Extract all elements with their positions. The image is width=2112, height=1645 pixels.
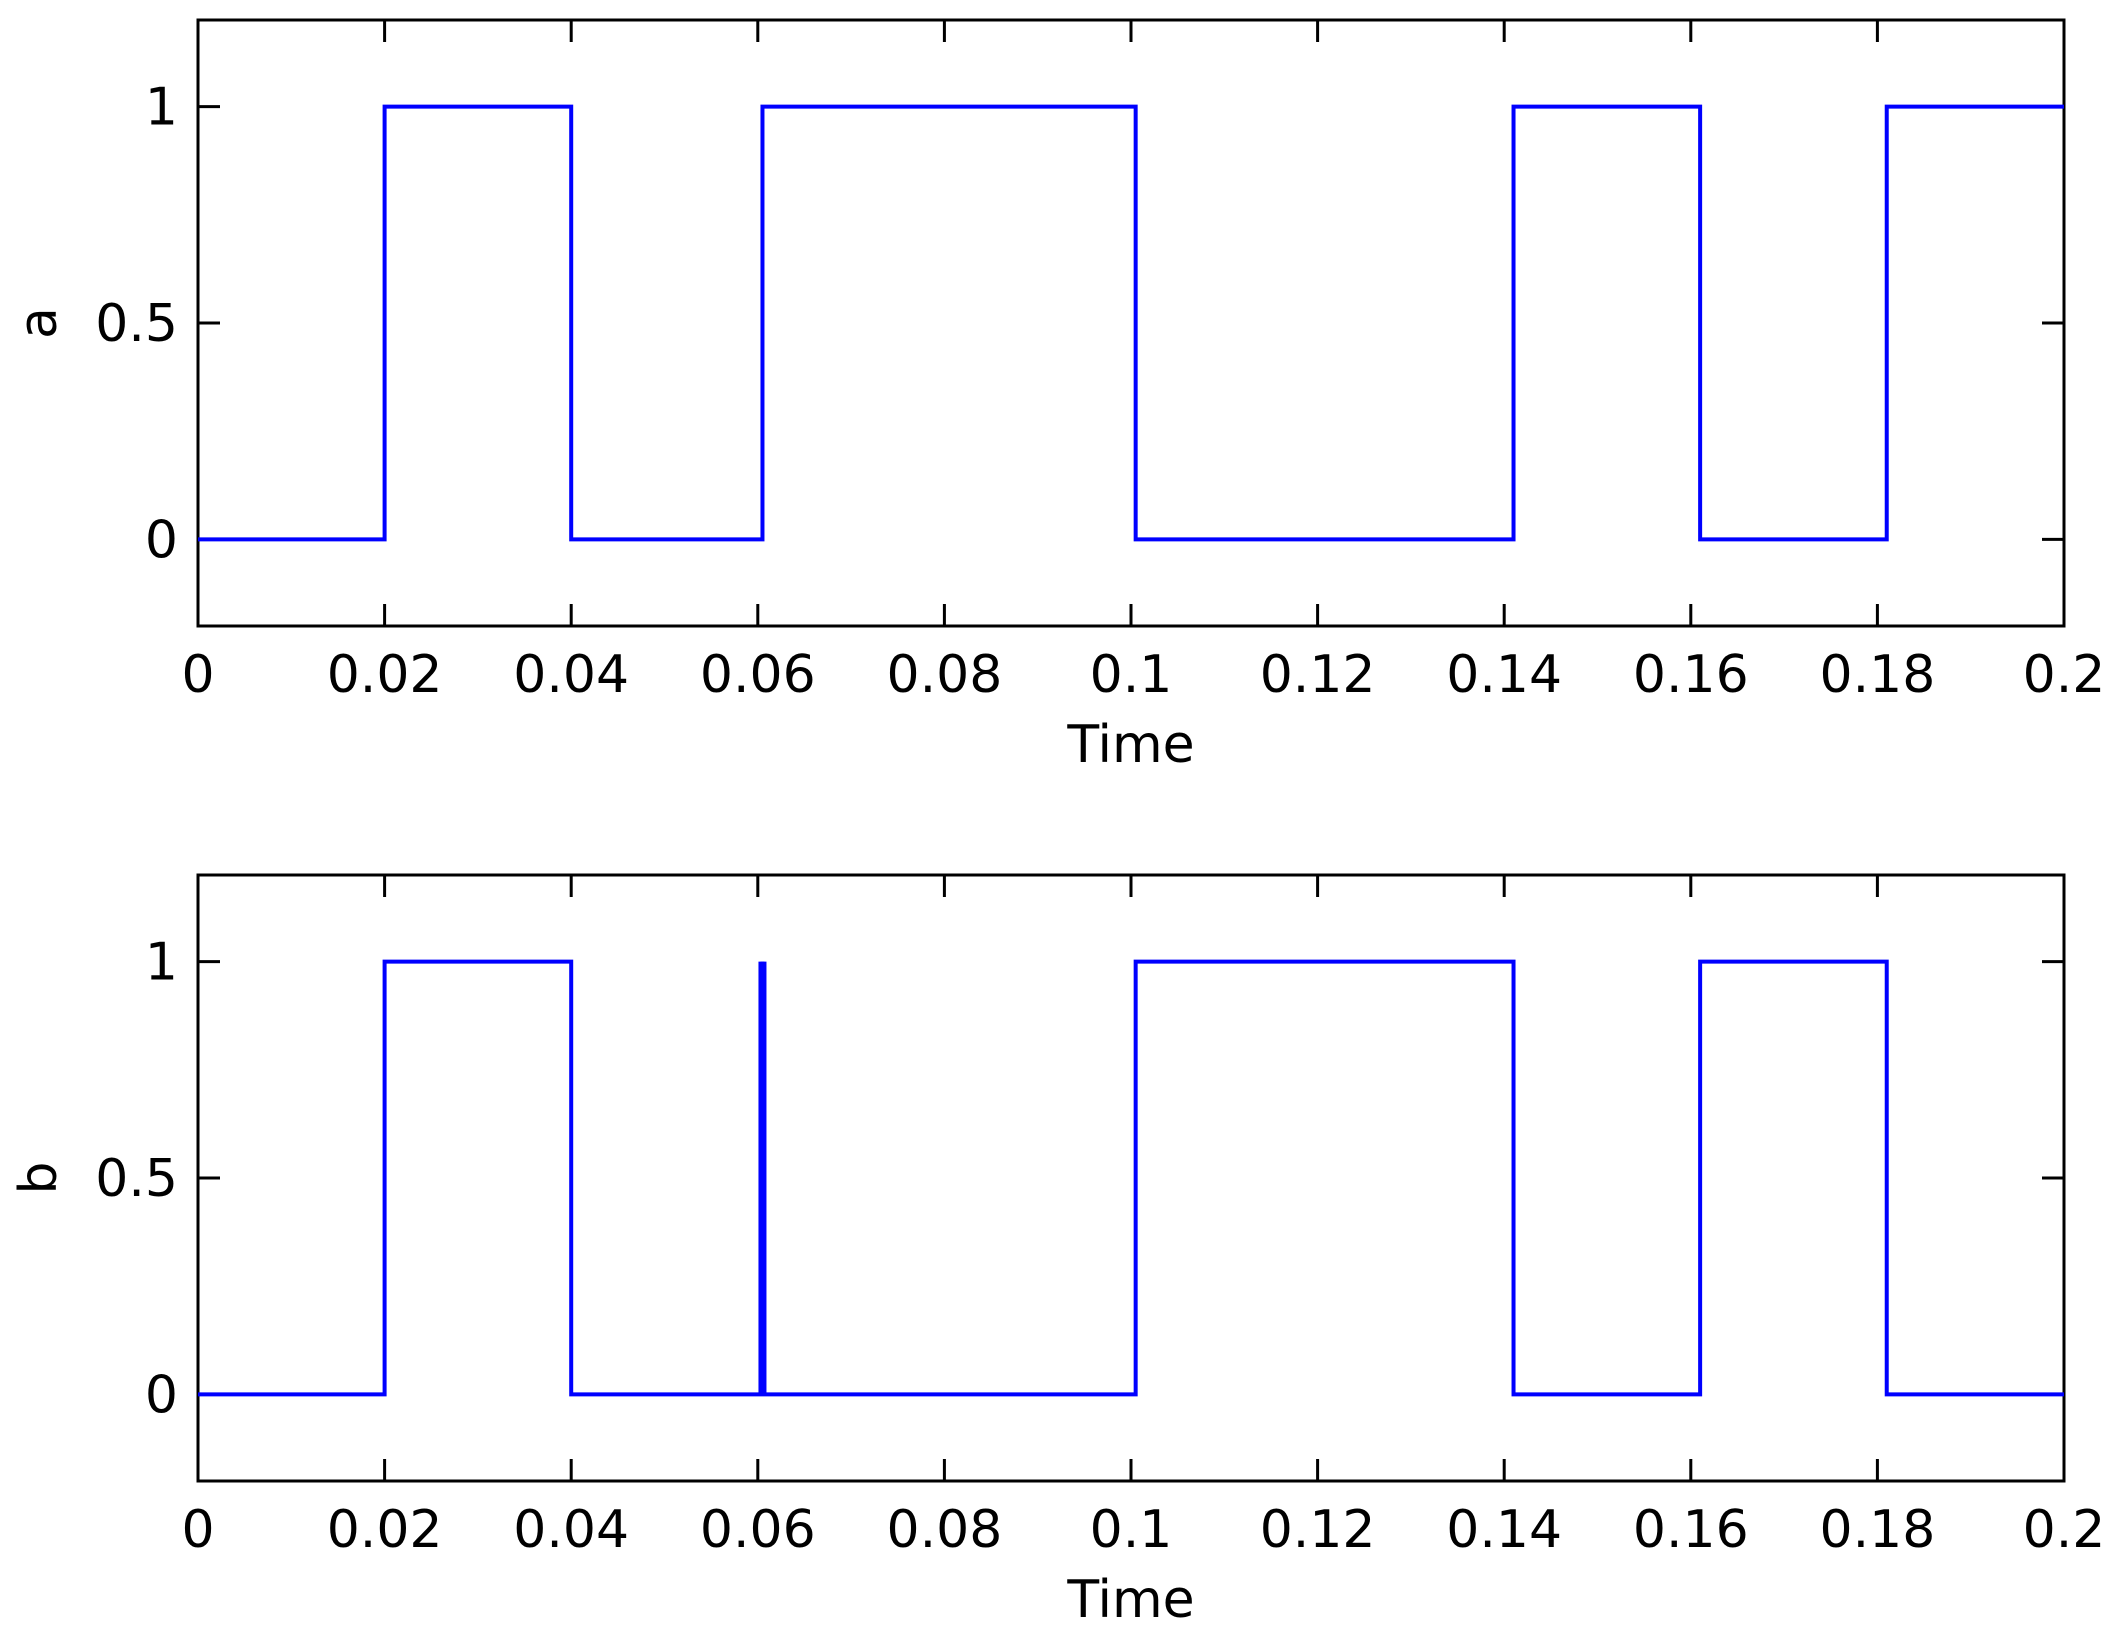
subplot-a: Time a 0 0.02 0.04 0.06 0.08 0.1 0.12 0.14 0.16 0… xyxy=(9,18,2106,775)
subplot-b-series-line xyxy=(198,959,2064,1397)
subplot-b-xtick-label: 0 xyxy=(181,1500,214,1560)
subplot-a-xtick-label: 0.04 xyxy=(513,645,629,705)
subplot-a-ytick-label: 0.5 xyxy=(95,294,178,354)
subplot-a-xtick-label: 0.16 xyxy=(1633,645,1749,705)
subplot-b-ylabel: b xyxy=(9,1161,69,1194)
subplot-a-ytick-label: 0 xyxy=(145,510,178,570)
subplot-b-xlabel: Time xyxy=(1066,1570,1194,1630)
subplot-a-xtick-label: 0.18 xyxy=(1820,645,1936,705)
subplot-a-xtick-label: 0.02 xyxy=(327,645,443,705)
subplot-b-ytick-label: 1 xyxy=(145,933,178,993)
subplot-a-ylabel: a xyxy=(9,307,69,339)
subplot-a-xtick-label: 0.06 xyxy=(700,645,816,705)
subplot-a-xtick-label: 0.08 xyxy=(887,645,1003,705)
subplot-b-xtick-label: 0.2 xyxy=(2023,1500,2106,1560)
subplot-a-xtick-label: 0.14 xyxy=(1446,645,1562,705)
subplot-a-series-line xyxy=(198,104,2064,542)
subplot-b-xtick-label: 0.02 xyxy=(327,1500,443,1560)
subplot-b: Time b 0 0.02 0.04 0.06 0.08 0.1 0.12 0.14 0.16 0… xyxy=(9,873,2106,1630)
subplot-b-xtick-label: 0.04 xyxy=(513,1500,629,1560)
subplot-b-xtick-label: 0.14 xyxy=(1446,1500,1562,1560)
subplot-b-xtick-label: 0.18 xyxy=(1820,1500,1936,1560)
subplot-b-xtick-label: 0.1 xyxy=(1090,1500,1173,1560)
subplot-a-xtick-label: 0.12 xyxy=(1260,645,1376,705)
subplot-a-xtick-label: 0.2 xyxy=(2023,645,2106,705)
subplot-a-ytick-label: 1 xyxy=(145,78,178,138)
subplot-b-xtick-label: 0.06 xyxy=(700,1500,816,1560)
subplot-b-ytick-label: 0 xyxy=(145,1365,178,1425)
subplot-b-xtick-label: 0.16 xyxy=(1633,1500,1749,1560)
subplot-b-xtick-label: 0.12 xyxy=(1260,1500,1376,1560)
subplot-a-xtick-label: 0.1 xyxy=(1090,645,1173,705)
subplot-b-xtick-label: 0.08 xyxy=(887,1500,1003,1560)
subplot-a-xtick-label: 0 xyxy=(181,645,214,705)
subplot-b-ytick-label: 0.5 xyxy=(95,1149,178,1209)
subplot-a-xlabel: Time xyxy=(1066,715,1194,775)
